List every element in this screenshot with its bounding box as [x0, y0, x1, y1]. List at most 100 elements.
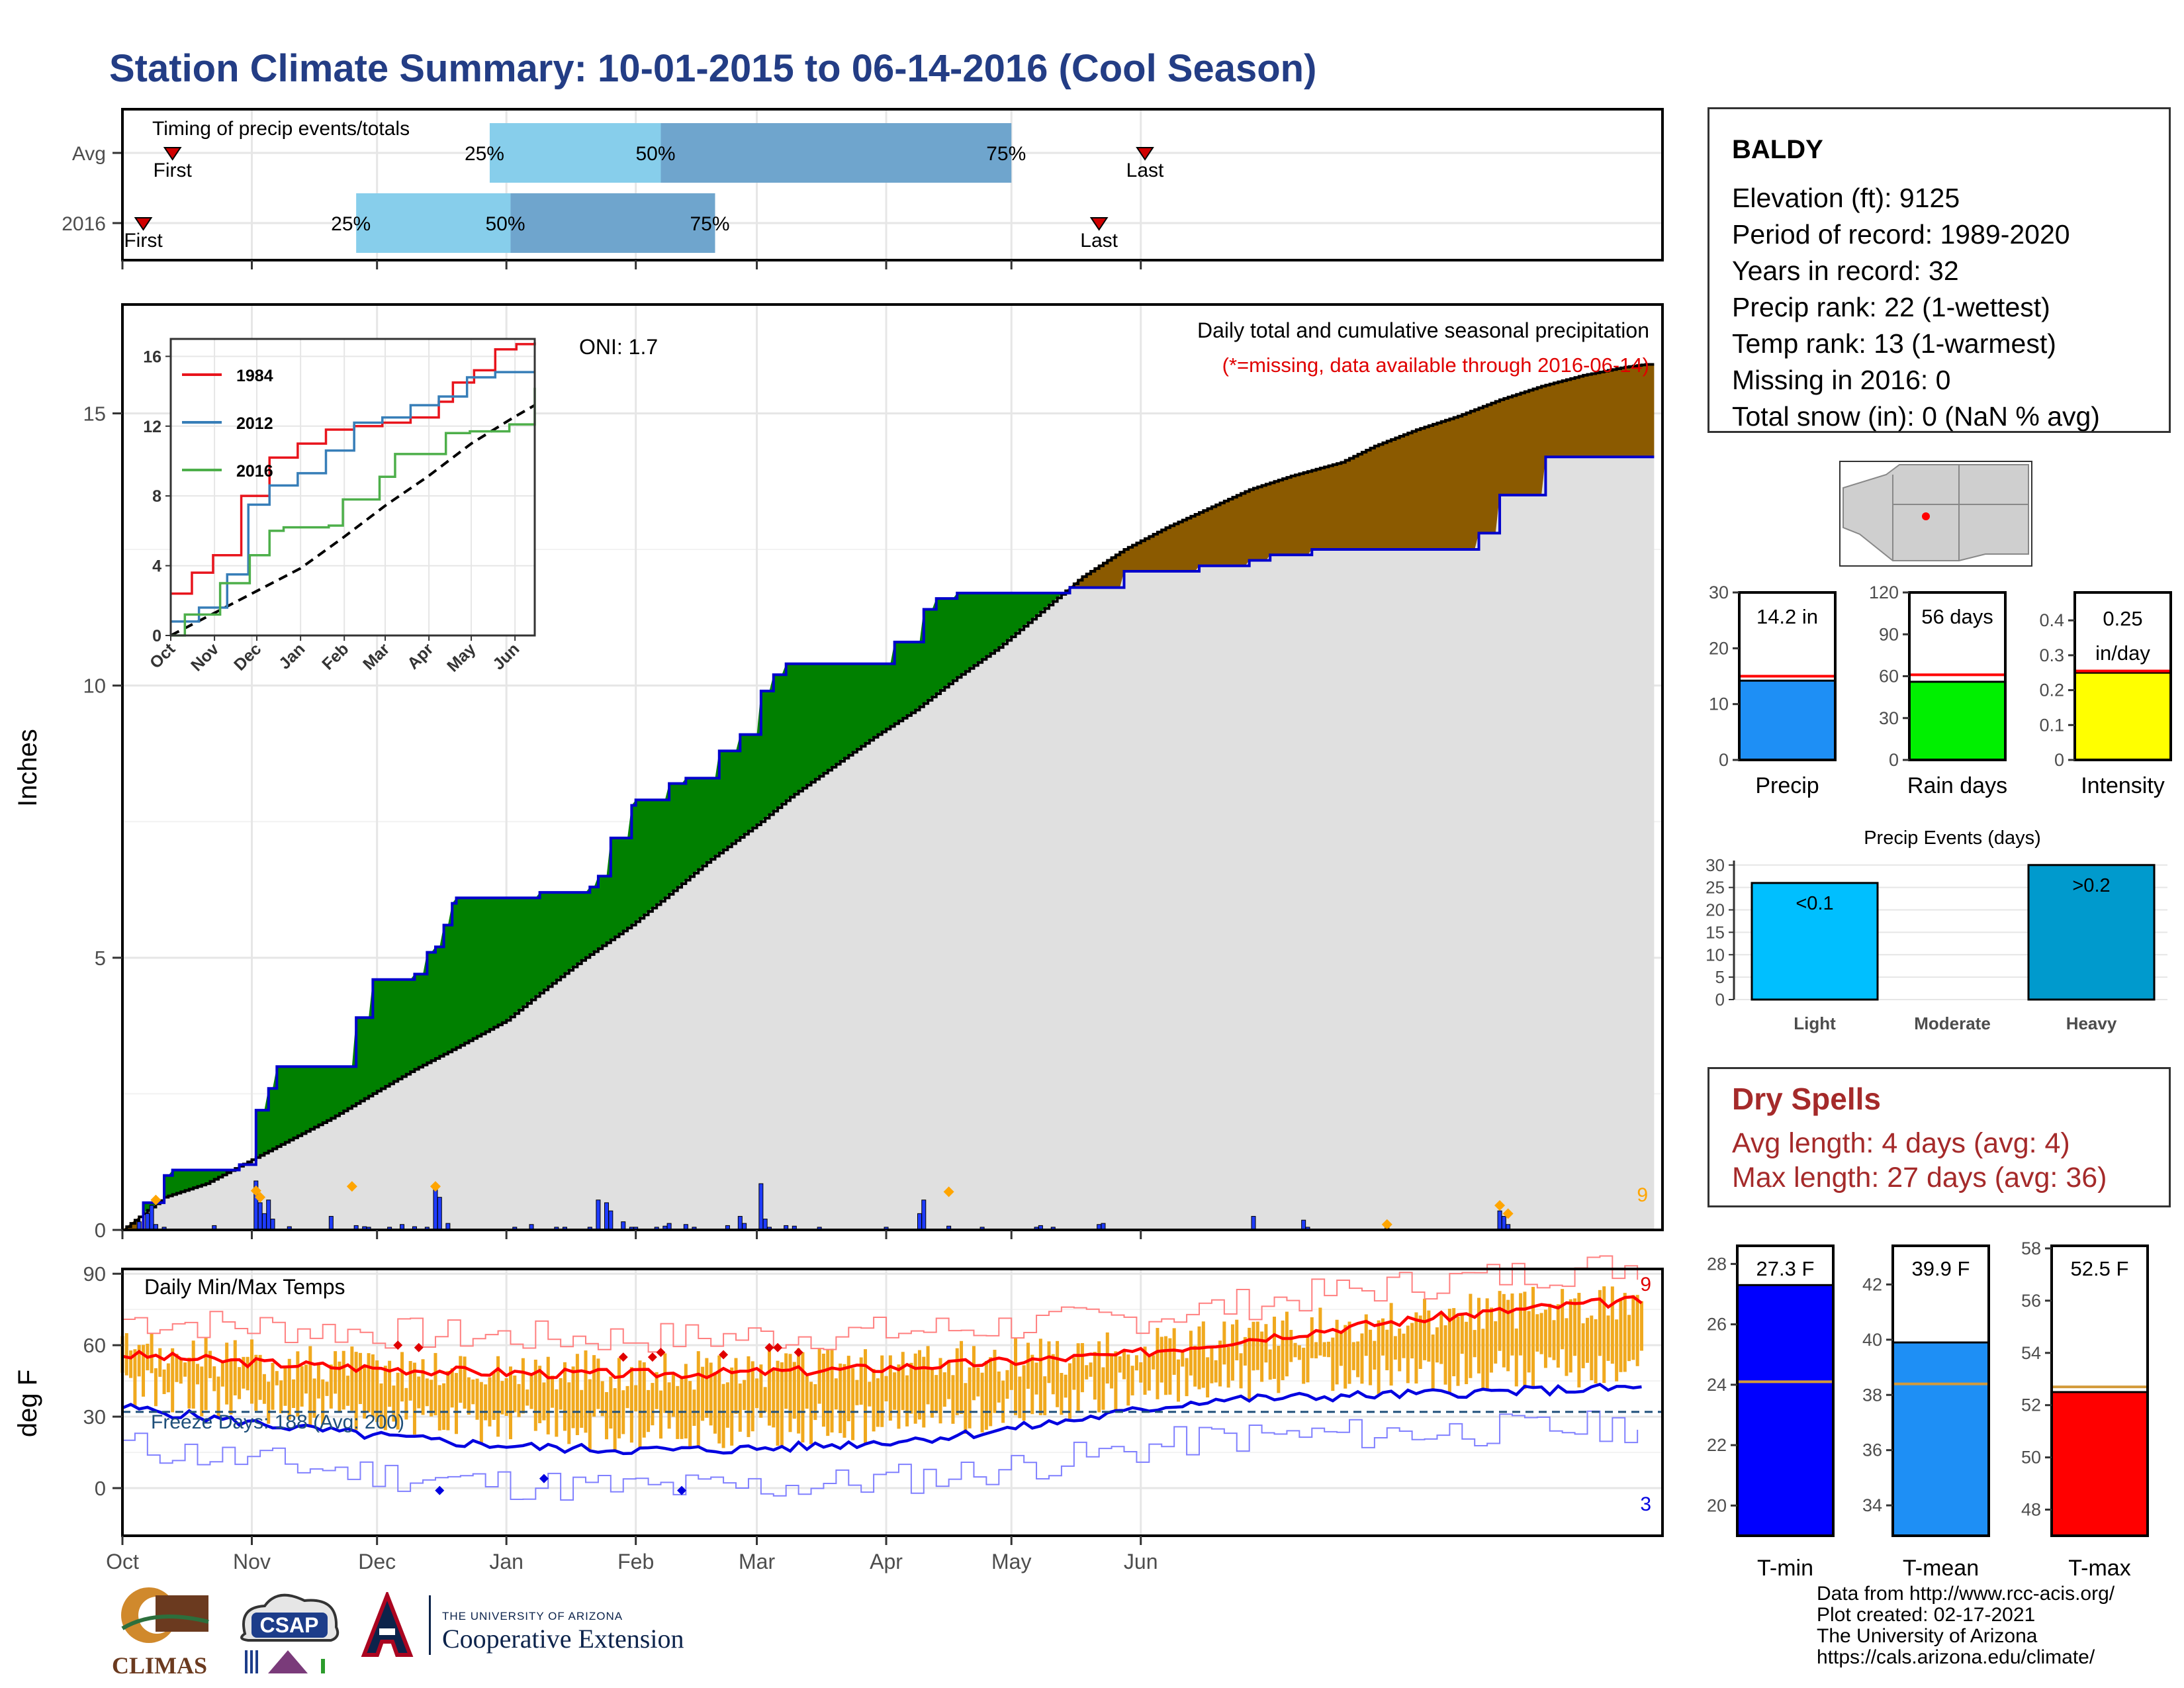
events-bar-heavy	[2027, 864, 2156, 1001]
daily-temp-range-bar	[584, 1350, 588, 1433]
daily-temp-range-bar	[358, 1352, 362, 1405]
timing-bar-50-75	[660, 123, 1012, 183]
daily-temp-range-bar	[1543, 1309, 1547, 1368]
daily-temp-range-bar	[1026, 1342, 1030, 1389]
daily-temp-range-bar	[417, 1376, 421, 1409]
station-precip-rank: Precip rank: 22 (1-wettest)	[1732, 292, 2050, 322]
daily-temp-range-bar	[1477, 1297, 1481, 1374]
inset-legend-label: 1984	[236, 367, 273, 385]
credit-university: The University of Arizona	[1817, 1625, 2038, 1647]
daily-temp-range-bar	[984, 1360, 988, 1430]
daily-precip-bar	[433, 1186, 438, 1231]
daily-temp-range-bar	[1139, 1362, 1143, 1383]
daily-temp-range-bar	[830, 1348, 834, 1432]
daily-temp-range-bar	[388, 1360, 392, 1407]
daily-temp-range-bar	[1268, 1349, 1272, 1380]
daily-temp-range-bar	[1439, 1313, 1443, 1364]
freeze-days-label: Freeze Days: 188 (Avg: 200)	[151, 1411, 404, 1433]
summary-y-tick-label: 0.4	[2039, 610, 2064, 630]
daily-precip-bar	[596, 1199, 601, 1231]
summary-y-tick-label: 52	[2021, 1395, 2041, 1415]
daily-temp-range-bar	[1514, 1328, 1518, 1387]
inset-series-line-1984	[171, 342, 536, 595]
daily-temp-range-bar	[1126, 1354, 1130, 1406]
daily-temp-range-bar	[717, 1355, 721, 1444]
events-bar-light	[1751, 882, 1879, 1001]
daily-temp-range-bar	[905, 1375, 909, 1427]
timing-last-marker	[1136, 147, 1154, 161]
daily-temp-range-bar	[817, 1348, 821, 1404]
timing-bar-50-75	[510, 193, 715, 253]
daily-temp-range-bar	[926, 1346, 930, 1405]
daily-temp-range-bar	[1393, 1336, 1397, 1360]
summary-y-tick-label: 34	[1862, 1495, 1882, 1515]
daily-temp-range-bar	[868, 1382, 872, 1407]
daily-temp-range-bar	[772, 1368, 776, 1428]
inset-y-tick-label: 8	[152, 487, 161, 506]
summary-y-tick-label: 30	[1709, 583, 1729, 602]
daily-temp-range-bar	[1281, 1320, 1285, 1380]
daily-temp-range-bar	[1335, 1319, 1339, 1385]
daily-temp-range-bar	[613, 1388, 617, 1450]
daily-temp-range-bar	[242, 1356, 246, 1389]
temp-y-tick-label: 0	[95, 1477, 106, 1500]
daily-temp-range-bar	[1310, 1317, 1314, 1358]
daily-temp-range-bar	[354, 1352, 358, 1430]
daily-temp-range-bar	[459, 1356, 463, 1403]
daily-temp-range-bar	[855, 1380, 859, 1405]
daily-temp-range-bar	[1556, 1304, 1560, 1368]
daily-temp-range-bar	[851, 1368, 855, 1440]
timing-bar-25-50	[356, 193, 511, 253]
daily-temp-range-bar	[1156, 1328, 1160, 1399]
record-max-line	[122, 1255, 1639, 1353]
daily-temp-range-bar	[392, 1385, 396, 1422]
daily-temp-range-bar	[1273, 1317, 1277, 1380]
precip-y-tick-label: 10	[83, 675, 106, 698]
events-title: Precip Events (days)	[1864, 827, 2041, 849]
summary-panel-name: Precip	[1755, 773, 1819, 798]
daily-precip-bar	[149, 1205, 154, 1231]
daily-temp-range-bar	[191, 1340, 195, 1409]
daily-temp-range-bar	[792, 1362, 796, 1419]
inset-bg	[171, 339, 535, 635]
daily-temp-range-bar	[1339, 1332, 1343, 1366]
record-high-marker	[794, 1347, 803, 1357]
inset-y-tick-label: 4	[152, 557, 161, 576]
daily-temp-range-bar	[1105, 1332, 1109, 1384]
daily-temp-range-bar	[238, 1367, 242, 1399]
inset-y-tick-label: 0	[152, 627, 161, 645]
summary-bar-Precip	[1738, 679, 1837, 761]
precip-panel-title: Daily total and cumulative seasonal prec…	[1197, 318, 1649, 342]
daily-temp-range-bar	[801, 1352, 805, 1443]
dry-spells-panel: Dry Spells Avg length: 4 days (avg: 4) M…	[1707, 1067, 2171, 1207]
temp-x-tick-label: May	[991, 1550, 1031, 1573]
temp-x-tick-label: Jan	[489, 1550, 523, 1573]
daily-temp-range-bar	[1235, 1319, 1239, 1361]
daily-temp-range-bar	[262, 1374, 266, 1404]
events-bar-label: <0.1	[1796, 893, 1833, 914]
daily-temp-range-bar	[1519, 1293, 1523, 1356]
daily-temp-range-bar	[271, 1362, 275, 1410]
daily-temp-range-bar	[934, 1375, 938, 1413]
temp-y-tick-label: 60	[83, 1334, 106, 1357]
station-temp-rank: Temp rank: 13 (1-warmest)	[1732, 328, 2056, 359]
daily-temp-range-bar	[321, 1379, 325, 1425]
daily-temp-range-bar	[1051, 1354, 1055, 1395]
daily-temp-range-bar	[859, 1357, 863, 1405]
daily-temp-range-bar	[137, 1344, 141, 1377]
daily-temp-range-bar	[1101, 1367, 1105, 1410]
summary-y-tick-label: 0	[2054, 750, 2064, 770]
temp-x-tick-label: Nov	[233, 1550, 271, 1573]
credits: Data from http://www.rcc-acis.org/ Plot …	[1817, 1583, 2115, 1668]
daily-temp-range-bar	[1089, 1362, 1093, 1377]
daily-temp-range-bar	[922, 1356, 926, 1428]
daily-temp-range-bar	[864, 1349, 868, 1443]
precip-y-tick-label: 0	[95, 1219, 106, 1242]
daily-temp-range-bar	[1210, 1347, 1214, 1383]
events-y-tick-label: 15	[1706, 922, 1725, 942]
daily-temp-range-bar	[1539, 1313, 1543, 1354]
daily-temp-range-bar	[1469, 1293, 1473, 1378]
daily-temp-range-bar	[1527, 1311, 1531, 1373]
record-high-marker	[773, 1342, 783, 1352]
ua-logo-top-text: THE UNIVERSITY OF ARIZONA	[442, 1610, 623, 1622]
